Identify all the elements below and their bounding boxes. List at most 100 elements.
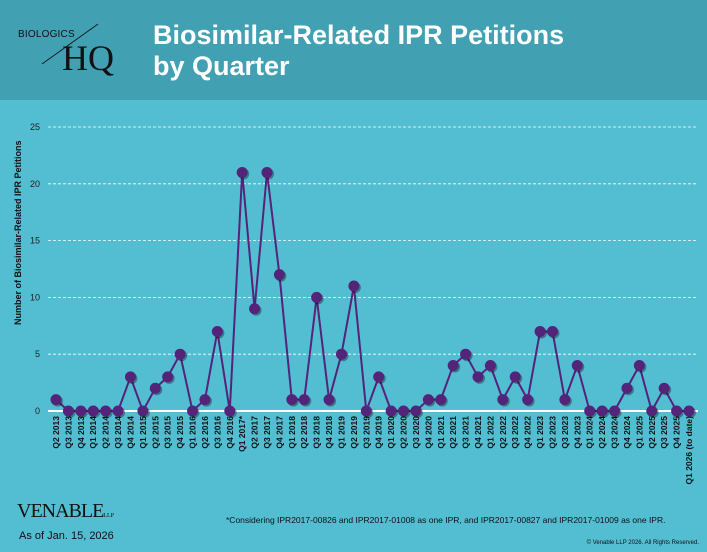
data-point [534,325,546,337]
data-point [410,405,422,417]
x-tick-label: Q4 2014 [125,416,135,449]
x-tick-label: Q2 2016 [200,416,210,449]
x-tick-label: Q3 2018 [312,416,322,449]
data-point [646,405,658,417]
x-tick-label: Q2 2019 [349,416,359,449]
data-point [571,360,583,372]
series-line [55,172,689,414]
x-tick-label: Q2 2017 [250,416,260,449]
data-point [335,348,347,360]
x-tick-label: Q1 2014 [88,416,98,449]
data-point [472,371,484,383]
data-point [261,166,273,178]
data-point [236,166,248,178]
firm-suffix: LLP [103,513,114,519]
x-tick-label: Q3 2023 [560,416,570,449]
data-point [162,371,174,383]
x-tick-label: Q1 2021 [436,416,446,449]
data-point [75,405,87,417]
x-tick-label: Q1 2017* [237,415,247,452]
x-tick-label: Q4 2025 [672,416,682,449]
x-tick-label: Q3 2021 [461,416,471,449]
x-tick-label: Q3 2024 [610,416,620,449]
y-tick-label: 25 [30,122,40,132]
data-point [249,303,261,315]
x-tick-label: Q2 2024 [597,416,607,449]
header: BIOLOGICS HQ Biosimilar-Related IPR Peti… [0,0,707,100]
data-point [398,405,410,417]
copyright: © Venable LLP 2026. All Rights Reserved. [586,540,699,546]
y-tick-label: 15 [30,236,40,246]
x-tick-label: Q1 2026 (to date) [684,416,694,485]
page-title: Biosimilar-Related IPR Petitions by Quar… [153,20,564,82]
x-tick-label: Q1 2016 [188,416,198,449]
x-tick-label: Q4 2023 [572,416,582,449]
x-tick-label: Q4 2020 [423,416,433,449]
x-tick-label: Q3 2013 [63,416,73,449]
x-tick-label: Q2 2023 [547,416,557,449]
data-point [273,269,285,281]
x-tick-label: Q1 2023 [535,416,545,449]
data-point [50,394,62,406]
data-point [609,405,621,417]
x-tick-label: Q4 2018 [324,416,334,449]
data-point [224,405,236,417]
x-tick-label: Q2 2013 [51,416,61,449]
x-tick-label: Q4 2013 [76,416,86,449]
data-point [199,394,211,406]
data-point [460,348,472,360]
data-point [658,382,670,394]
data-point [87,405,99,417]
data-point [100,405,112,417]
x-tick-label: Q1 2019 [336,416,346,449]
data-point [385,405,397,417]
title-line-1: Biosimilar-Related IPR Petitions [153,20,565,50]
data-point [447,360,459,372]
logo-top-text: BIOLOGICS [18,29,75,40]
x-tick-label: Q3 2019 [361,416,371,449]
data-point [149,382,161,394]
data-point [311,291,323,303]
biologics-hq-logo: BIOLOGICS HQ [18,22,128,78]
data-point [522,394,534,406]
data-point [671,405,683,417]
x-tick-label: Q2 2020 [399,416,409,449]
data-point [137,405,149,417]
y-tick-label: 5 [35,349,40,359]
data-point [484,360,496,372]
data-point [497,394,509,406]
data-point [596,405,608,417]
data-point [633,360,645,372]
x-tick-label: Q3 2017 [262,416,272,449]
x-tick-label: Q1 2025 [634,416,644,449]
x-tick-label: Q4 2015 [175,416,185,449]
x-tick-label: Q2 2022 [498,416,508,449]
data-point [360,405,372,417]
x-tick-label: Q1 2020 [386,416,396,449]
x-tick-label: Q4 2021 [473,416,483,449]
y-tick-label: 10 [30,292,40,302]
as-of-date: As of Jan. 15, 2026 [19,530,114,542]
y-axis-label: Number of Biosimilar-Related IPR Petitio… [13,140,23,325]
x-tick-label: Q4 2016 [225,416,235,449]
data-point [509,371,521,383]
x-tick-label: Q2 2018 [299,416,309,449]
data-point [124,371,136,383]
x-tick-label: Q1 2022 [485,416,495,449]
x-tick-label: Q4 2017 [274,416,284,449]
x-tick-label: Q1 2018 [287,416,297,449]
data-point [298,394,310,406]
data-point [373,371,385,383]
x-tick-label: Q3 2016 [212,416,222,449]
y-tick-label: 20 [30,179,40,189]
logo-main-text: HQ [62,38,114,78]
data-point [621,382,633,394]
firm-name: VENABLE [17,500,104,522]
x-tick-label: Q3 2022 [510,416,520,449]
data-point [187,405,199,417]
data-point [62,405,74,417]
title-line-2: by Quarter [153,51,290,81]
x-tick-label: Q2 2014 [101,416,111,449]
data-point [211,325,223,337]
